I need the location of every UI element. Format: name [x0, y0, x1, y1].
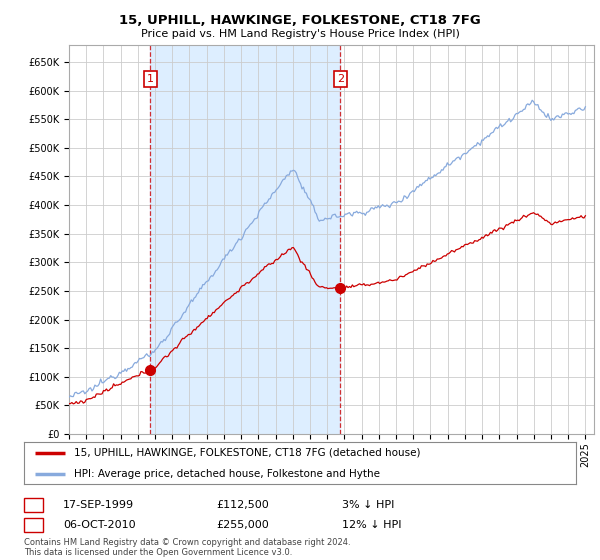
Text: 15, UPHILL, HAWKINGE, FOLKESTONE, CT18 7FG (detached house): 15, UPHILL, HAWKINGE, FOLKESTONE, CT18 7…	[74, 448, 420, 458]
Text: 2: 2	[30, 520, 37, 530]
Text: £255,000: £255,000	[216, 520, 269, 530]
Text: 3% ↓ HPI: 3% ↓ HPI	[342, 500, 394, 510]
Text: 06-OCT-2010: 06-OCT-2010	[63, 520, 136, 530]
Text: 2: 2	[337, 74, 344, 84]
Text: HPI: Average price, detached house, Folkestone and Hythe: HPI: Average price, detached house, Folk…	[74, 469, 380, 479]
Bar	[150, 45, 340, 434]
Text: 17-SEP-1999: 17-SEP-1999	[63, 500, 134, 510]
Text: 15, UPHILL, HAWKINGE, FOLKESTONE, CT18 7FG: 15, UPHILL, HAWKINGE, FOLKESTONE, CT18 7…	[119, 14, 481, 27]
Text: 1: 1	[147, 74, 154, 84]
Text: Contains HM Land Registry data © Crown copyright and database right 2024.
This d: Contains HM Land Registry data © Crown c…	[24, 538, 350, 557]
Text: 12% ↓ HPI: 12% ↓ HPI	[342, 520, 401, 530]
Text: £112,500: £112,500	[216, 500, 269, 510]
Text: Price paid vs. HM Land Registry's House Price Index (HPI): Price paid vs. HM Land Registry's House …	[140, 29, 460, 39]
Text: 1: 1	[30, 500, 37, 510]
